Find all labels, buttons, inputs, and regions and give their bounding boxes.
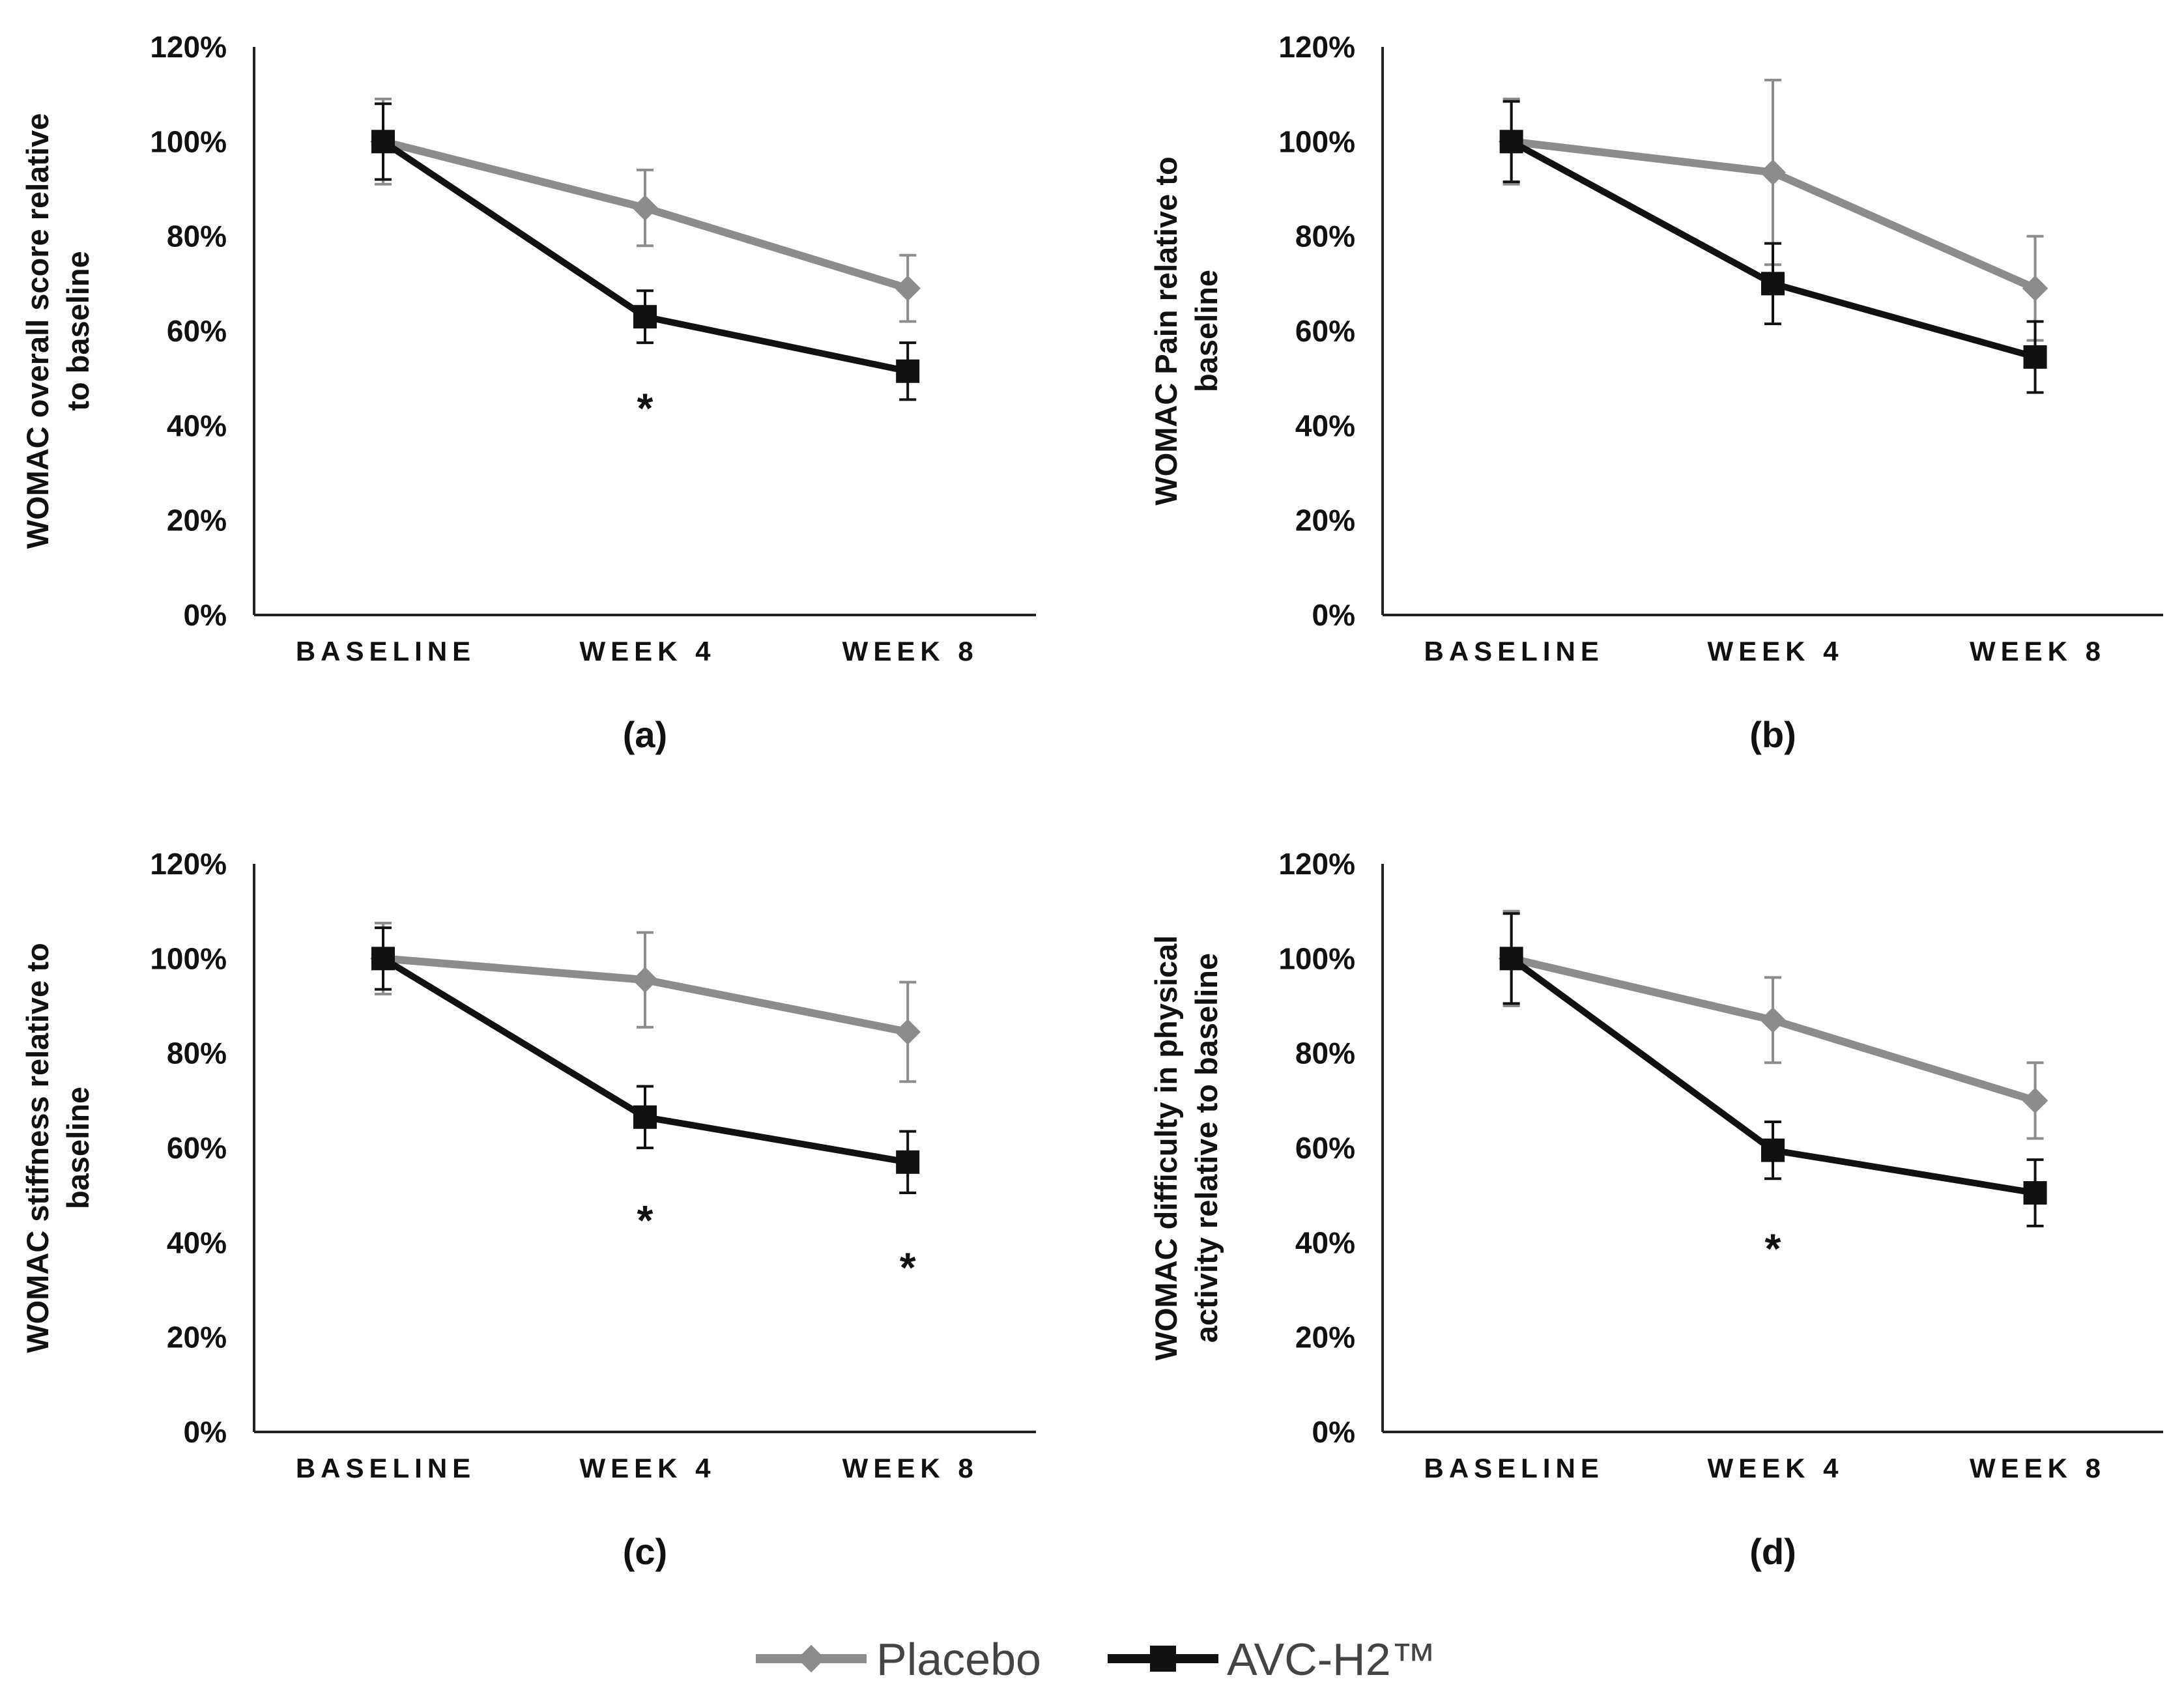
x-tick-label: BASELINE [1424,636,1603,666]
y-axis-label: activity relative to baseline [1189,953,1224,1343]
chart-panel-3: 0% 20% 40% 60% 80% 100% 120% BASELINE WEEK 4 WEEK… [20,847,1036,1572]
legend-label-placebo: Placebo [876,1634,1041,1685]
y-tick-label: 20% [1295,1321,1355,1354]
point-marker-placebo [895,275,921,302]
legend-marker-placebo [797,1644,826,1673]
panel-label: (b) [1749,714,1796,755]
y-tick-label: 60% [1295,1131,1355,1165]
series-placebo [370,97,921,323]
legend-marker-avc [1150,1646,1176,1672]
y-tick-label: 0% [184,598,227,632]
point-marker-placebo [2022,275,2048,302]
y-tick-label: 100% [150,941,227,975]
significance-marker: * [637,1197,654,1244]
y-axis-label: WOMAC overall score relative [20,113,55,549]
point-marker-avc [1499,947,1523,971]
series-avc [1499,100,2047,394]
x-tick-label: BASELINE [1424,1453,1603,1483]
y-axis-label: WOMAC Pain relative to [1149,156,1183,505]
y-tick-label: 40% [167,1225,227,1259]
point-marker-avc [371,130,395,154]
panel-label: (c) [623,1531,667,1572]
y-tick-label: 60% [167,1131,227,1165]
x-tick-label: WEEK 4 [1707,636,1843,666]
y-tick-label: 80% [167,220,227,253]
point-marker-avc [1499,130,1523,154]
series-avc [1499,912,2047,1227]
point-marker-placebo [2022,1087,2048,1114]
significance-marker: * [900,1244,916,1291]
y-tick-label: 0% [1312,1415,1355,1449]
y-tick-label: 100% [1278,124,1355,158]
chart-panels: 0% 20% 40% 60% 80% 100% 120% BASELINE WEEK 4 WEEK… [20,30,2163,1572]
y-tick-label: 60% [1295,314,1355,348]
y-axis-label: WOMAC difficulty in physical [1149,936,1183,1361]
point-marker-placebo [1760,1007,1786,1033]
y-tick-label: 40% [1295,408,1355,442]
chart-panel-2: 0% 20% 40% 60% 80% 100% 120% BASELINE WEEK 4 WEEK… [1149,30,2163,755]
y-tick-label: 40% [1295,1225,1355,1259]
y-tick-label: 0% [1312,598,1355,632]
y-tick-label: 80% [167,1036,227,1070]
y-axis-label: baseline [61,1087,95,1209]
x-tick-label: WEEK 8 [1970,1453,2106,1483]
y-tick-label: 80% [1295,1036,1355,1070]
x-tick-label: WEEK 8 [842,636,979,666]
significance-marker: * [637,384,654,431]
point-marker-avc [896,359,920,383]
panel-label: (a) [623,714,667,755]
y-axis-label: to baseline [61,251,95,411]
point-marker-placebo [895,1019,921,1045]
y-tick-label: 80% [1295,220,1355,253]
y-tick-label: 0% [184,1415,227,1449]
point-marker-avc [633,1105,657,1129]
y-tick-label: 120% [150,847,227,881]
y-tick-label: 20% [167,1321,227,1354]
x-tick-label: WEEK 4 [579,636,715,666]
y-tick-label: 20% [1295,504,1355,537]
point-marker-avc [371,947,395,971]
chart-panel-1: 0% 20% 40% 60% 80% 100% 120% BASELINE WEEK 4 WEEK… [20,30,1036,755]
x-tick-label: WEEK 8 [842,1453,979,1483]
panel-label: (d) [1749,1531,1796,1572]
point-marker-avc [896,1150,920,1174]
y-tick-label: 60% [167,314,227,348]
point-marker-avc [1761,1138,1785,1162]
y-axis-label: WOMAC stiffness relative to [20,943,55,1352]
x-tick-label: WEEK 8 [1970,636,2106,666]
point-marker-avc [2023,1181,2047,1205]
x-tick-label: WEEK 4 [579,1453,715,1483]
point-marker-placebo [632,195,658,221]
point-marker-avc [633,305,657,329]
legend: Placebo AVC-H2™ [756,1634,1437,1685]
significance-marker: * [1765,1225,1781,1272]
point-marker-placebo [632,967,658,993]
y-tick-label: 100% [1278,941,1355,975]
x-tick-label: BASELINE [296,636,476,666]
y-tick-label: 20% [167,504,227,537]
x-tick-label: WEEK 4 [1707,1453,1843,1483]
series-placebo [1498,909,2048,1140]
point-marker-avc [1761,272,1785,296]
legend-item-avc: AVC-H2™ [1108,1634,1437,1685]
y-tick-label: 120% [1278,847,1355,881]
y-tick-label: 120% [1278,30,1355,64]
legend-label-avc: AVC-H2™ [1227,1634,1437,1685]
y-tick-label: 100% [150,124,227,158]
y-tick-label: 120% [150,30,227,64]
point-marker-avc [2023,345,2047,369]
series-avc [371,102,920,401]
y-tick-label: 40% [167,408,227,442]
chart-panel-4: 0% 20% 40% 60% 80% 100% 120% BASELINE WEEK 4 WEEK… [1149,847,2163,1572]
legend-item-placebo: Placebo [756,1634,1041,1685]
point-marker-placebo [1760,159,1786,186]
series-avc [371,926,920,1195]
x-tick-label: BASELINE [296,1453,476,1483]
y-axis-label: baseline [1189,270,1224,392]
